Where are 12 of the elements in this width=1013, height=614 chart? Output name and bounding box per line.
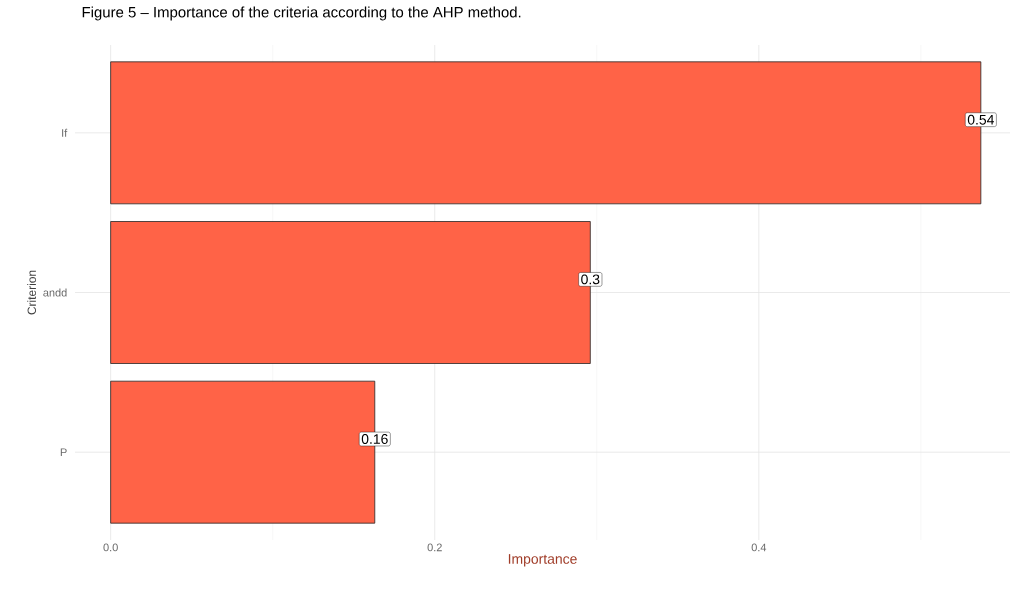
y-tick-label: andd bbox=[43, 288, 67, 297]
chart-title: Figure 5 – Importance of the criteria according to the AHP method. bbox=[82, 6, 521, 21]
x-tick-label: 0.4 bbox=[751, 543, 767, 552]
y-tick-label: If bbox=[62, 128, 68, 137]
data-label: 0.3 bbox=[581, 274, 600, 285]
x-tick-label: 0.2 bbox=[427, 543, 442, 552]
x-axis-title: Importance bbox=[508, 554, 577, 567]
y-tick-label: P bbox=[60, 448, 67, 456]
data-label: 0.16 bbox=[361, 434, 388, 444]
y-axis-title: Criterion bbox=[27, 270, 36, 315]
data-label: 0.54 bbox=[967, 114, 994, 125]
x-tick-label: 0.0 bbox=[103, 543, 118, 552]
